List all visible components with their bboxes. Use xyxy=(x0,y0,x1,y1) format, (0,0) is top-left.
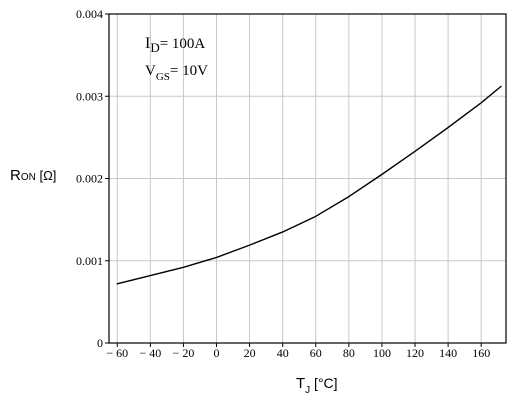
annotation-vgs-value: = 10V xyxy=(170,63,208,79)
x-axis-label-main: T xyxy=(296,375,305,392)
x-axis-label-unit: [°C] xyxy=(310,375,337,391)
annotation-id-value: = 100A xyxy=(160,36,206,52)
annotation-id-sub: D xyxy=(150,40,159,55)
x-tick-label: 100 xyxy=(373,346,391,360)
x-tick-label: 80 xyxy=(343,346,355,360)
annotation-id-main: I xyxy=(145,35,150,52)
x-tick-label: 20 xyxy=(244,346,256,360)
annotation-vgs: VGS= 10V xyxy=(145,63,208,83)
x-axis-label: TJ [°C] xyxy=(296,375,338,396)
x-tick-label: 120 xyxy=(406,346,424,360)
x-axis-label-sub: J xyxy=(305,385,310,396)
x-tick-label: 140 xyxy=(439,346,457,360)
x-tick-label: 0 xyxy=(214,346,220,360)
annotation-vgs-main: V xyxy=(145,63,156,79)
y-axis-label: RON [Ω] xyxy=(10,167,56,184)
y-tick-label: 0.003 xyxy=(76,89,103,103)
y-tick-label: 0.004 xyxy=(76,7,103,21)
y-tick-label: 0.001 xyxy=(76,254,103,268)
y-axis-label-main: R xyxy=(10,167,21,184)
y-tick-label: 0 xyxy=(97,336,103,350)
y-axis-label-sub: ON xyxy=(21,172,36,183)
x-tick-label: 60 xyxy=(310,346,322,360)
x-tick-label: − 60 xyxy=(106,346,128,360)
x-tick-label: 40 xyxy=(277,346,289,360)
annotation-vgs-sub: GS xyxy=(156,71,170,83)
y-axis-label-unit: [Ω] xyxy=(36,168,57,183)
x-tick-label: 160 xyxy=(472,346,490,360)
series-line xyxy=(116,85,502,285)
y-tick-label: 0.002 xyxy=(76,172,103,186)
grid-lines xyxy=(109,14,506,343)
x-tick-label: − 40 xyxy=(139,346,161,360)
y-ticks: 0 0.001 0.002 0.003 0.004 xyxy=(76,7,109,350)
annotation-id: ID= 100A xyxy=(145,35,205,55)
x-tick-label: − 20 xyxy=(173,346,195,360)
x-ticks: − 60 − 40 − 20 0 20 40 60 80 100 120 140 160 xyxy=(106,343,490,360)
